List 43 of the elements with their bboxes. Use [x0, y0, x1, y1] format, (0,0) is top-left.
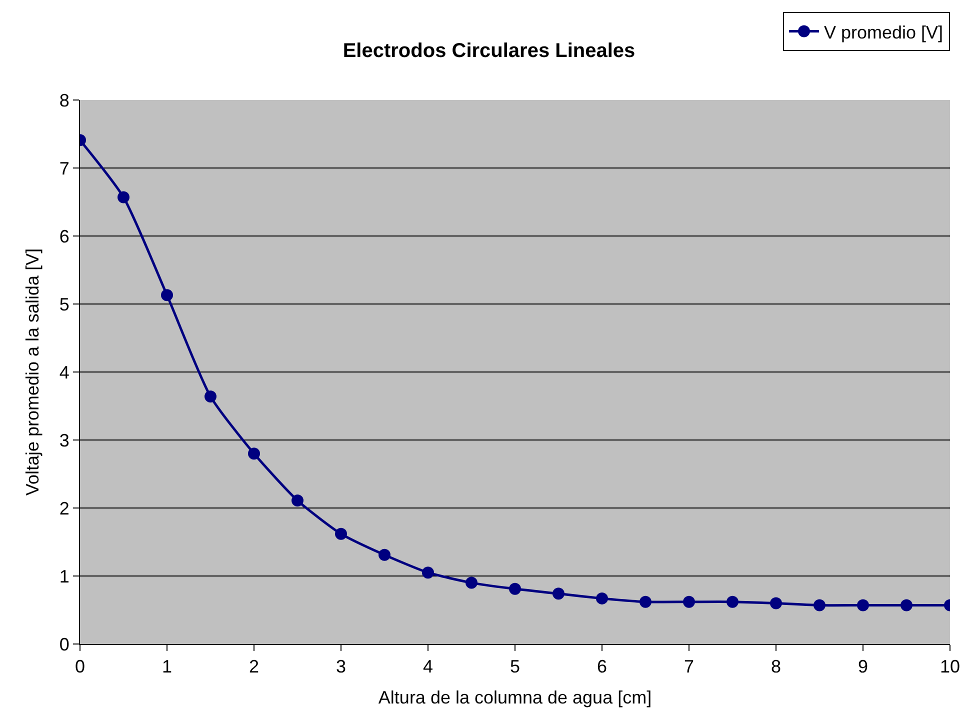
point [204, 390, 216, 402]
y-tick-label: 7 [59, 158, 70, 178]
legend-label: V promedio [V] [824, 22, 944, 42]
point [248, 448, 260, 460]
y-tick-label: 8 [59, 90, 70, 110]
point [596, 592, 608, 604]
chart-title: Electrodos Circulares Lineales [342, 40, 636, 62]
x-tick-label: 3 [336, 656, 346, 677]
point [509, 582, 521, 595]
y-tick-label: 6 [59, 226, 70, 246]
x-tick-label: 4 [422, 656, 434, 677]
point [814, 599, 826, 612]
x-tick-label: 1 [162, 656, 172, 677]
point [378, 548, 390, 561]
y-tick-label: 1 [59, 566, 70, 586]
x-tick-label: 2 [248, 656, 260, 677]
y-tick-label: 4 [59, 362, 70, 382]
x-tick-label: 7 [684, 656, 694, 677]
point [552, 588, 564, 600]
x-tick-label: 9 [858, 656, 868, 677]
y-tick-label: 0 [59, 634, 70, 654]
y-tick-label: 2 [59, 498, 70, 518]
point [640, 596, 652, 608]
point [857, 599, 869, 612]
point [335, 528, 347, 540]
x-tick-label: 5 [510, 656, 520, 677]
x-tick-label: 0 [74, 656, 86, 677]
point [726, 596, 738, 608]
x-tick-label: 8 [770, 656, 782, 677]
point [683, 596, 695, 608]
point [422, 566, 434, 579]
x-axis-title: Altura de la columna de agua [cm] [378, 688, 652, 708]
point [292, 494, 304, 507]
point [770, 597, 782, 610]
y-axis-title: Voltaje promedio a la salida [V] [22, 248, 43, 496]
point [466, 576, 478, 589]
point [161, 289, 173, 302]
y-tick-label: 5 [59, 294, 70, 314]
y-tick-label: 3 [59, 430, 70, 450]
point [118, 191, 130, 204]
point [900, 599, 912, 612]
x-tick-label: 10 [940, 656, 960, 677]
x-tick-label: 6 [596, 656, 608, 677]
